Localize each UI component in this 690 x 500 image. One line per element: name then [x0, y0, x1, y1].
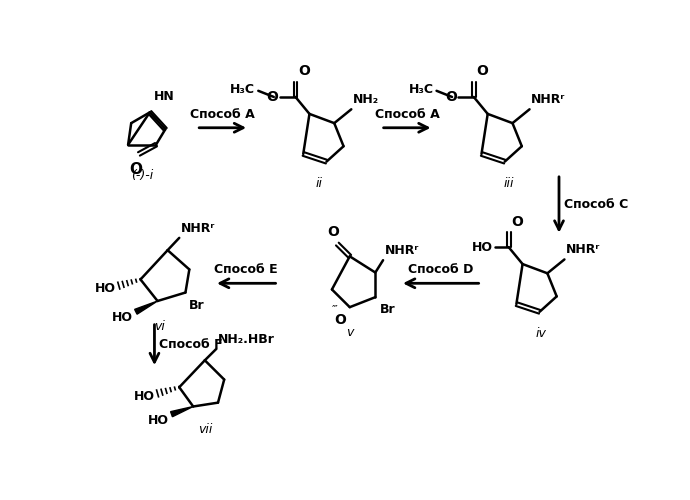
Text: HO: HO [472, 242, 493, 254]
Text: O: O [298, 64, 310, 78]
Text: iv: iv [535, 327, 546, 340]
Text: vii: vii [197, 424, 212, 436]
Text: O: O [511, 214, 523, 228]
Text: NHRʳ: NHRʳ [566, 244, 600, 256]
Text: Br: Br [189, 298, 205, 312]
Text: Способ C: Способ C [564, 198, 628, 211]
Text: O: O [266, 90, 279, 104]
Text: O: O [476, 64, 488, 78]
Text: Способ A: Способ A [190, 108, 255, 121]
Text: NH₂.HBr: NH₂.HBr [218, 334, 275, 346]
Text: HO: HO [112, 312, 132, 324]
Text: vi: vi [155, 320, 166, 334]
Text: HO: HO [133, 390, 155, 403]
Text: O: O [327, 226, 339, 239]
Text: v: v [346, 326, 353, 340]
Text: Способ E: Способ E [215, 264, 278, 276]
Text: Способ F: Способ F [159, 338, 223, 351]
Text: NHRʳ: NHRʳ [181, 222, 215, 235]
Text: HN: HN [154, 90, 175, 103]
Polygon shape [135, 301, 157, 314]
Text: O: O [445, 90, 457, 104]
Text: Способ A: Способ A [375, 108, 440, 121]
Text: HO: HO [148, 414, 168, 427]
Text: HO: HO [95, 282, 116, 295]
Text: NHRʳ: NHRʳ [384, 244, 419, 257]
Text: NH₂: NH₂ [353, 93, 379, 106]
Text: O: O [335, 314, 346, 328]
Polygon shape [170, 406, 193, 416]
Text: NHRʳ: NHRʳ [531, 93, 565, 106]
Text: ii: ii [315, 177, 322, 190]
Text: Способ D: Способ D [408, 264, 473, 276]
Text: ‴: ‴ [331, 304, 337, 314]
Text: H₃C: H₃C [408, 83, 433, 96]
Text: O: O [129, 162, 142, 176]
Text: iii: iii [504, 177, 514, 190]
Text: H₃C: H₃C [230, 83, 255, 96]
Text: (-)-i: (-)-i [131, 170, 153, 182]
Text: Br: Br [380, 304, 395, 316]
